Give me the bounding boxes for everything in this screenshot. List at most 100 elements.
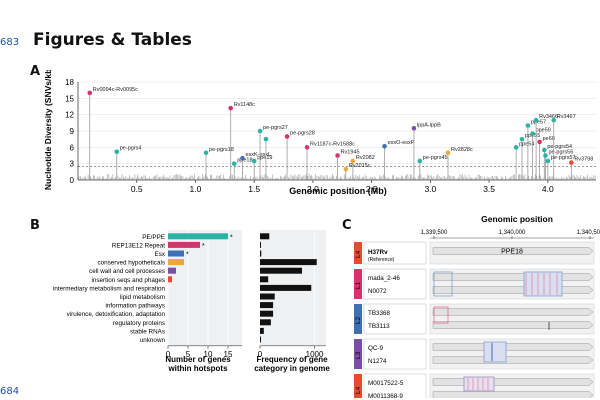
hotspot-label: esxK-esxL bbox=[245, 152, 271, 158]
hotspot-point bbox=[114, 149, 120, 154]
right-x-tick-label: 1000 bbox=[306, 350, 324, 359]
gene-arrow bbox=[432, 286, 594, 294]
gene-arrow bbox=[432, 247, 594, 255]
y-tick-label: 0 bbox=[70, 176, 75, 185]
genome-tick-label: 1,340,500 bbox=[577, 230, 600, 236]
hotspot-label: esxO-esxP bbox=[388, 140, 415, 146]
hotspot-count-bar bbox=[168, 233, 228, 240]
hotspot-point bbox=[537, 139, 542, 145]
strain-name: H37Rv bbox=[368, 249, 388, 256]
x-tick-label: 2.5 bbox=[366, 184, 378, 194]
hotspot-label: ppe18 bbox=[237, 158, 252, 164]
strain-subtitle: (Reference) bbox=[368, 257, 395, 263]
hotspot-point bbox=[525, 123, 531, 128]
panel-b-label: B bbox=[30, 218, 40, 233]
genome-tick-label: 1,340,000 bbox=[499, 230, 526, 236]
genome-frequency-bar bbox=[260, 250, 262, 257]
lineage-label: L3 bbox=[355, 351, 362, 359]
significance-star: * bbox=[186, 252, 189, 259]
category-label: Esx bbox=[155, 251, 166, 258]
hotspot-label: Rv2828c bbox=[451, 147, 473, 153]
hotspot-point bbox=[551, 117, 557, 123]
x-tick-label: 2.0 bbox=[307, 184, 319, 194]
left-x-tick-label: 10 bbox=[204, 350, 213, 359]
hotspot-label: pe-pgrs45 bbox=[423, 155, 448, 161]
hotspot-point bbox=[417, 158, 423, 164]
hotspot-label: Rv1187c-Rv1588c bbox=[310, 141, 355, 147]
hotspot-point bbox=[519, 136, 525, 142]
gene-arrow bbox=[432, 391, 594, 398]
significance-star: * bbox=[230, 234, 233, 241]
hotspot-point bbox=[263, 136, 269, 142]
y-axis-label: Nucleotide Diversity (SNVs/kb) bbox=[43, 70, 53, 190]
genome-frequency-bar bbox=[260, 267, 302, 274]
hotspot-point bbox=[284, 134, 290, 139]
hotspot-point bbox=[513, 145, 519, 150]
hotspot-label: pe-pgrs27 bbox=[263, 125, 288, 131]
page-title: Figures & Tables bbox=[33, 30, 192, 50]
hotspot-point bbox=[251, 158, 257, 164]
panel-c-label: C bbox=[342, 218, 352, 233]
hotspot-label: pe-pgrs28 bbox=[290, 130, 315, 136]
genome-frequency-bar bbox=[260, 284, 312, 291]
genome-tick-label: 1,339,500 bbox=[421, 230, 448, 236]
hotspot-label: pe60 bbox=[543, 136, 555, 142]
genome-position-title: Genomic position bbox=[481, 214, 553, 224]
genome-frequency-bar bbox=[260, 327, 264, 334]
left-x-tick-label: 15 bbox=[224, 350, 233, 359]
strain-name: M0011368-9 bbox=[368, 393, 403, 398]
variant-region bbox=[463, 376, 495, 392]
category-label: cell wall and cell processes bbox=[89, 268, 165, 275]
hotspot-label: Rv3467 bbox=[557, 114, 576, 120]
genome-frequency-bar bbox=[260, 336, 261, 343]
x-tick-label: 1.0 bbox=[190, 184, 202, 194]
hotspot-label: ppe57 bbox=[531, 120, 546, 126]
category-label: information pathways bbox=[105, 303, 165, 310]
genome-frequency-bar bbox=[260, 302, 274, 309]
variant-region bbox=[433, 306, 449, 324]
hotspot-label: ppe19 bbox=[257, 155, 272, 161]
hotspot-label: Rv2082 bbox=[356, 155, 375, 161]
strain-name-box bbox=[363, 241, 427, 265]
hotspot-label: Rv1945 bbox=[341, 150, 360, 156]
genome-frequency-bar bbox=[260, 293, 275, 300]
category-label: PE/PPE bbox=[142, 234, 165, 241]
gene-arrow bbox=[432, 273, 594, 281]
y-tick-label: 6 bbox=[70, 143, 75, 152]
gene-arrow bbox=[432, 356, 594, 364]
hotspot-point bbox=[569, 160, 574, 165]
variant-region bbox=[483, 341, 507, 363]
genome-alignment-panel: Genomic position 1,339,500 1,340,000 1,340… bbox=[354, 214, 600, 398]
line-number-bottom: 684 bbox=[0, 386, 20, 397]
hotspot-point bbox=[542, 147, 547, 153]
strain-name-box bbox=[363, 373, 427, 398]
lineage-color-bar bbox=[354, 269, 362, 299]
strain-name: M0017522-5 bbox=[368, 380, 404, 387]
strain-name: QC-9 bbox=[368, 345, 384, 352]
hotspot-label: ppe54 bbox=[519, 141, 534, 147]
x-tick-label: 1.5 bbox=[248, 184, 260, 194]
category-label: unknown bbox=[140, 337, 166, 344]
strain-name: N1274 bbox=[368, 358, 387, 365]
hotspot-point bbox=[257, 128, 263, 134]
hotspot-label: Rv3798 bbox=[574, 157, 593, 163]
left-x-label-line1: Number of genes bbox=[165, 355, 231, 364]
hotspot-label: ppe59 bbox=[536, 128, 551, 134]
category-label: insertion seqs and phages bbox=[91, 277, 165, 284]
hotspot-label: Rv1148c bbox=[234, 102, 256, 108]
hotspot-label: Rv3466 bbox=[539, 114, 558, 120]
category-label: intermediary metabolism and respiration bbox=[53, 285, 165, 292]
lineage-color-bar bbox=[354, 374, 362, 398]
hotspot-point bbox=[335, 153, 340, 158]
hotspot-point bbox=[231, 161, 237, 166]
gene-arrow bbox=[432, 378, 594, 386]
hotspot-label: Rv0094c-Rv0095c bbox=[93, 87, 138, 93]
strain-name-box bbox=[363, 338, 427, 370]
y-tick-label: 15 bbox=[65, 94, 74, 103]
hotspot-point bbox=[203, 150, 209, 156]
y-tick-label: 9 bbox=[70, 127, 75, 136]
hotspot-point bbox=[343, 166, 349, 172]
lineage-label: L1 bbox=[355, 281, 362, 289]
strain-name-box bbox=[363, 303, 427, 335]
diversity-chart: Nucleotide Diversity (SNVs/kb) Genomic p… bbox=[43, 70, 596, 196]
